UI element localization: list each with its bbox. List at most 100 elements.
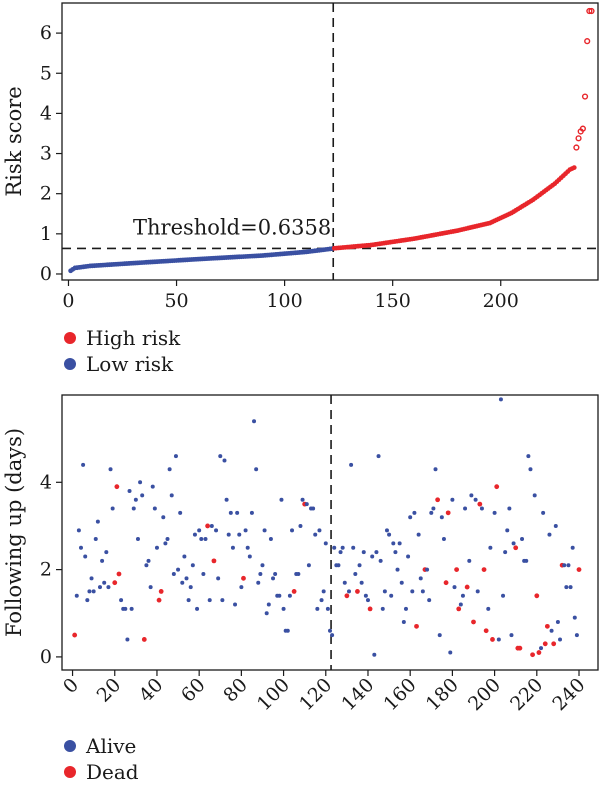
- alive-point: [342, 580, 347, 585]
- alive-point: [376, 454, 381, 459]
- alive-point: [74, 593, 79, 598]
- alive-point: [429, 510, 434, 515]
- dead-point: [534, 593, 540, 599]
- alive-point: [281, 606, 286, 611]
- alive-point: [425, 567, 430, 572]
- x-tick-label: 220: [506, 674, 547, 715]
- alive-point: [441, 537, 446, 542]
- alive-point: [458, 602, 463, 607]
- alive-point: [387, 532, 392, 537]
- alive-point: [448, 650, 453, 655]
- alive-point: [505, 528, 510, 533]
- alive-point: [574, 633, 579, 638]
- alive-point: [226, 532, 231, 537]
- alive-point: [562, 563, 567, 568]
- alive-point: [245, 545, 250, 550]
- alive-point: [511, 541, 516, 546]
- alive-point: [391, 541, 396, 546]
- alive-point: [389, 593, 394, 598]
- alive-point: [237, 532, 242, 537]
- risk-score-panel: 0 1 2 3 4 5 6 0 50 100 150 200 Risk score Threshold=0…: [2, 2, 599, 312]
- alive-point: [262, 528, 267, 533]
- alive-point: [230, 545, 235, 550]
- legend-label: Low risk: [86, 352, 174, 376]
- alive-point: [152, 506, 157, 511]
- alive-point: [268, 537, 273, 542]
- alive-point: [97, 585, 102, 590]
- dead-point: [435, 497, 441, 503]
- alive-point: [338, 550, 343, 555]
- alive-point: [218, 454, 223, 459]
- alive-point: [249, 510, 254, 515]
- alive-point: [370, 554, 375, 559]
- alive-point: [509, 633, 514, 638]
- y-axis-title: Risk score: [2, 86, 26, 196]
- alive-point: [285, 628, 290, 633]
- alive-point: [176, 567, 181, 572]
- alive-point: [532, 493, 537, 498]
- alive-point: [266, 602, 271, 607]
- x-tick-label: 80: [219, 674, 252, 707]
- alive-point: [351, 545, 356, 550]
- alive-point: [197, 528, 202, 533]
- x-tick-label: 140: [337, 674, 378, 715]
- y-tick-label: 1: [40, 223, 52, 245]
- alive-point: [186, 598, 191, 603]
- alive-point: [566, 563, 571, 568]
- alive-point: [203, 537, 208, 542]
- alive-point: [138, 480, 143, 485]
- dead-point: [367, 606, 373, 612]
- x-tick-label: 200: [464, 674, 505, 715]
- alive-point: [87, 589, 92, 594]
- dead-point: [291, 589, 297, 594]
- alive-point: [140, 493, 145, 498]
- y-tick-label: 2: [40, 183, 52, 205]
- alive-point: [418, 576, 423, 581]
- alive-point: [374, 550, 379, 555]
- alive-point: [298, 523, 303, 528]
- alive-point: [313, 532, 318, 537]
- x-tick-label: 0: [62, 290, 74, 312]
- dead-point: [205, 523, 211, 529]
- legend-marker: [64, 332, 76, 344]
- alive-point: [184, 576, 189, 581]
- alive-point: [555, 619, 560, 624]
- alive-point: [382, 589, 387, 594]
- dead-point: [576, 567, 582, 573]
- dead-point: [536, 650, 542, 655]
- alive-point: [171, 571, 176, 576]
- alive-point: [188, 585, 193, 590]
- y-tick-label: 5: [40, 62, 52, 84]
- dead-point: [464, 584, 470, 590]
- high-risk-point: [586, 7, 593, 15]
- alive-point: [526, 454, 531, 459]
- dead-point: [481, 567, 487, 573]
- dead-point: [517, 645, 523, 651]
- alive-point: [406, 554, 411, 559]
- alive-point: [254, 467, 259, 472]
- alive-point: [78, 545, 83, 550]
- alive-point: [503, 550, 508, 555]
- dead-point: [530, 652, 535, 658]
- dead-point: [483, 628, 489, 634]
- alive-point: [277, 593, 282, 598]
- alive-point: [89, 576, 94, 581]
- threshold-label: Threshold=0.6358: [133, 215, 331, 239]
- alive-point: [332, 545, 337, 550]
- alive-point: [93, 537, 98, 542]
- alive-point: [384, 528, 389, 533]
- alive-point: [180, 580, 185, 585]
- x-tick-label: 20: [93, 674, 126, 707]
- legend-marker: [64, 766, 76, 778]
- dead-point: [344, 593, 350, 599]
- alive-point: [469, 493, 474, 498]
- alive-point: [349, 462, 354, 467]
- alive-point: [460, 593, 465, 598]
- alive-point: [401, 619, 406, 624]
- x-tick-label: 160: [380, 674, 421, 715]
- alive-point: [129, 606, 134, 611]
- alive-point: [372, 652, 377, 657]
